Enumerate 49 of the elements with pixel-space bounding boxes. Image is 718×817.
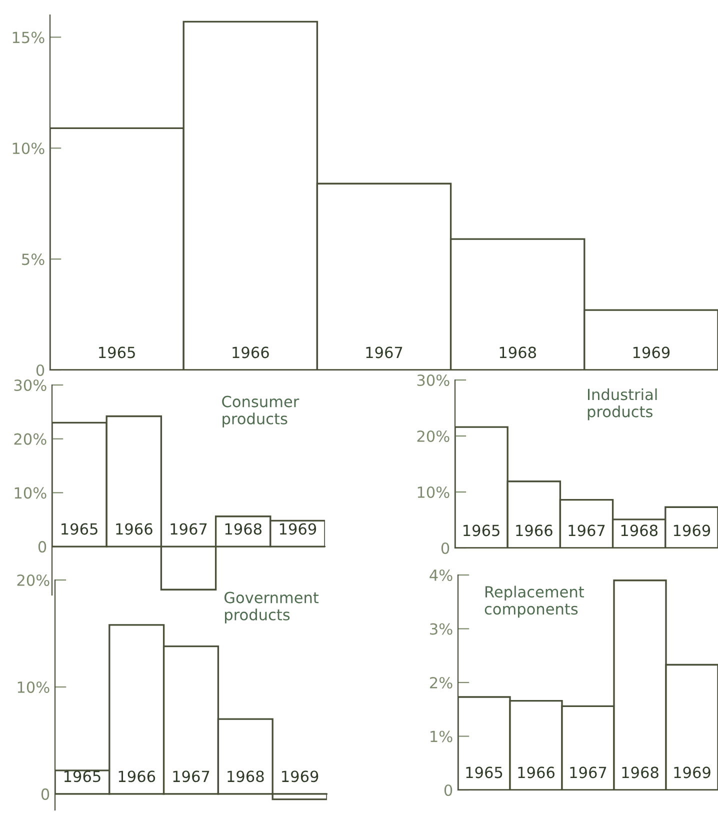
y-tick-label: 1% xyxy=(430,730,452,742)
x-tick-label: 1965 xyxy=(466,766,502,778)
x-tick-label: 1966 xyxy=(118,770,156,782)
x-tick-label: 1965 xyxy=(62,523,98,535)
y-tick-label: 0 xyxy=(41,788,50,800)
y-tick-label: 0 xyxy=(444,784,452,796)
y-tick-label: 0 xyxy=(36,364,44,376)
y-tick-label: 0 xyxy=(38,541,46,553)
x-tick-label: 1968 xyxy=(622,766,658,778)
x-tick-label: 1969 xyxy=(280,523,316,535)
x-tick-label: 1965 xyxy=(464,524,500,536)
x-tick-label: 1966 xyxy=(516,524,552,536)
x-tick-label: 1968 xyxy=(621,524,658,536)
x-tick-label: 1967 xyxy=(570,766,606,778)
x-tick-label: 1969 xyxy=(674,766,710,778)
x-tick-label: 1969 xyxy=(674,524,710,536)
y-tick-label: 3% xyxy=(430,623,452,635)
x-tick-label: 1966 xyxy=(116,523,152,535)
y-tick-label: 30% xyxy=(14,379,46,392)
y-tick-label: 10% xyxy=(18,681,50,693)
x-tick-label: 1967 xyxy=(568,524,605,536)
x-tick-label: 1968 xyxy=(228,770,264,782)
x-tick-label: 1969 xyxy=(282,770,318,782)
x-tick-label: 1969 xyxy=(633,346,670,358)
x-tick-label: 1966 xyxy=(232,346,269,358)
text: Consumer products xyxy=(222,396,300,428)
x-tick-label: 1965 xyxy=(64,770,100,782)
x-tick-label: 1967 xyxy=(366,346,402,358)
y-tick-label: 4% xyxy=(430,569,452,582)
y-tick-label: 10% xyxy=(418,486,450,498)
y-tick-label: 20% xyxy=(17,574,50,586)
x-tick-label: 1967 xyxy=(173,770,210,782)
x-tick-label: 1968 xyxy=(500,346,536,358)
x-tick-label: 1965 xyxy=(99,346,135,358)
y-tick-label: 20% xyxy=(417,430,450,442)
y-tick-label: 5% xyxy=(22,254,44,266)
text: Industrial products xyxy=(588,388,657,420)
y-tick-label: 2% xyxy=(430,676,452,689)
y-tick-label: 0 xyxy=(441,542,450,554)
y-tick-label: 20% xyxy=(14,433,46,445)
x-tick-label: 1966 xyxy=(518,766,554,778)
y-tick-label: 10% xyxy=(14,487,46,499)
y-tick-label: 30% xyxy=(417,374,450,386)
text: Replacement components xyxy=(484,586,584,618)
y-tick-label: 15% xyxy=(12,32,44,44)
x-tick-label: 1968 xyxy=(225,523,262,535)
y-tick-label: 10% xyxy=(12,142,44,154)
x-tick-label: 1967 xyxy=(170,523,207,535)
text: Government products xyxy=(224,592,319,624)
